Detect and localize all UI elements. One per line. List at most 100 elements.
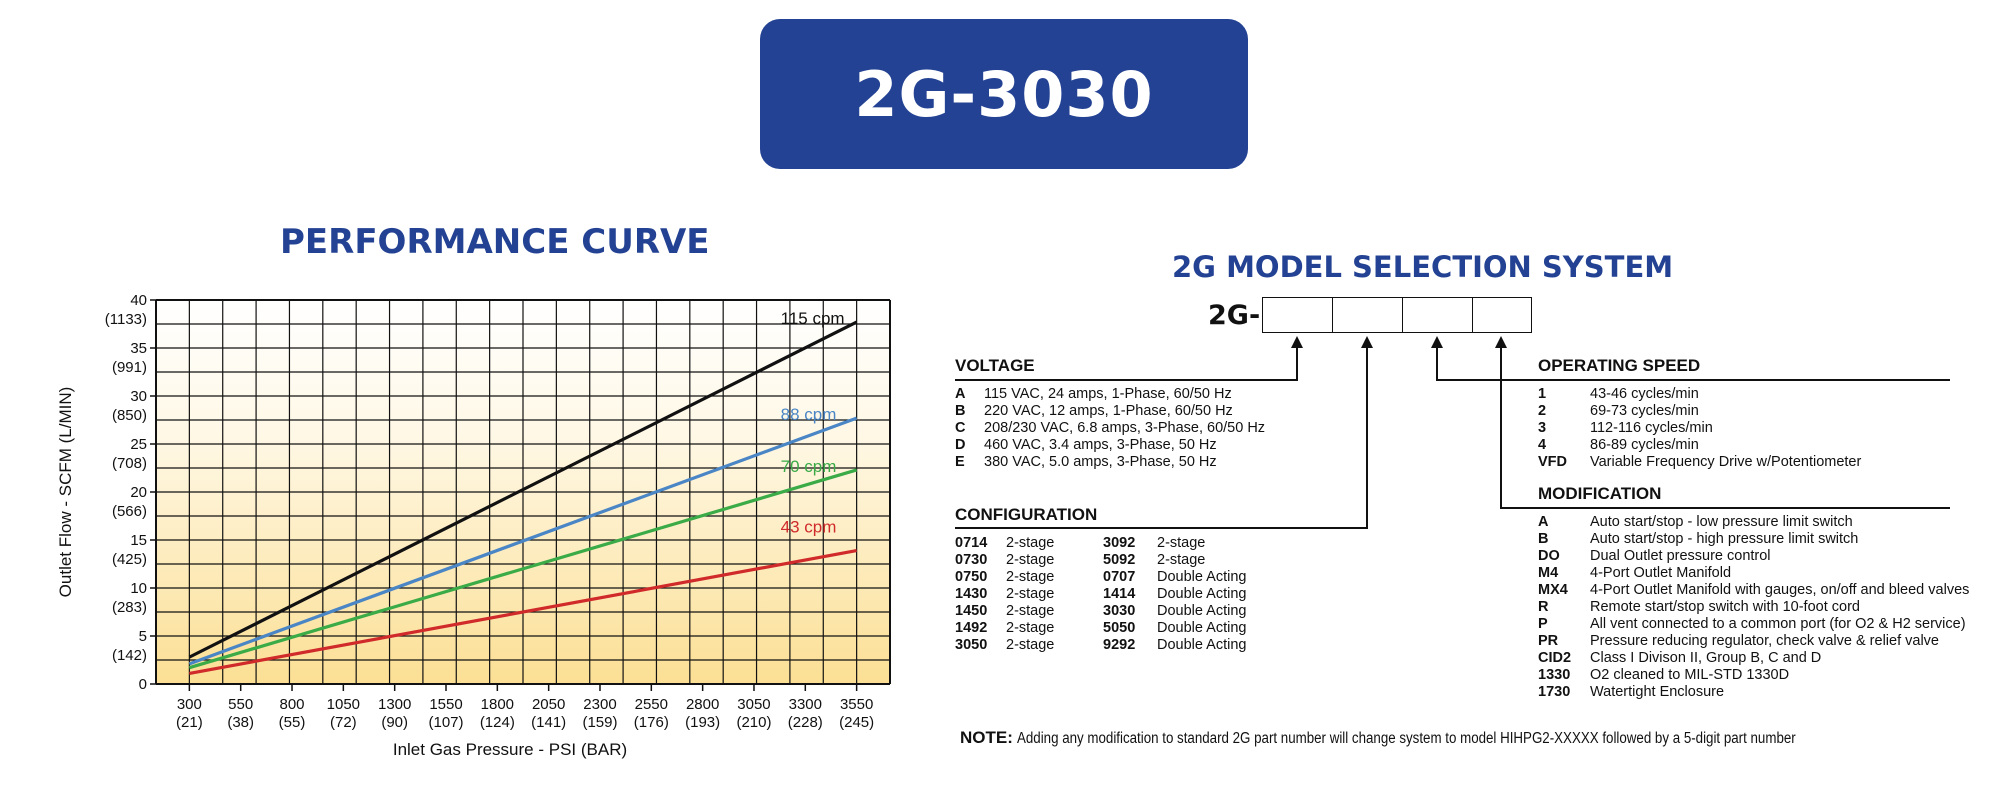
x-tick-sublabel: (141) bbox=[531, 714, 566, 731]
option-code: B bbox=[1538, 531, 1549, 547]
option-code: M4 bbox=[1538, 565, 1559, 581]
series-label: 88 cpm bbox=[781, 405, 837, 424]
list-item: 1430 2-stage 1414 Double Acting bbox=[955, 586, 1246, 603]
x-tick-label: 800 bbox=[280, 696, 305, 713]
option-desc: Variable Frequency Drive w/Potentiometer bbox=[1590, 454, 1862, 470]
option-desc: 43-46 cycles/min bbox=[1590, 386, 1699, 402]
option-code: A bbox=[955, 386, 966, 402]
list-item: 0750 2-stage 0707 Double Acting bbox=[955, 569, 1246, 586]
y-tick-sublabel: (283) bbox=[112, 599, 147, 616]
option-code: 3 bbox=[1538, 420, 1547, 436]
list-item: 0714 2-stage 3092 2-stage bbox=[955, 535, 1246, 552]
x-tick-sublabel: (176) bbox=[634, 714, 669, 731]
y-tick-sublabel: (991) bbox=[112, 359, 147, 376]
option-desc: 2-stage bbox=[1006, 620, 1055, 636]
option-code: 0707 bbox=[1103, 569, 1136, 585]
note-label: NOTE: bbox=[960, 728, 1013, 747]
y-tick-sublabel: (566) bbox=[112, 503, 147, 520]
option-desc: 2-stage bbox=[1006, 586, 1055, 602]
x-tick-label: 550 bbox=[228, 696, 253, 713]
option-code: VFD bbox=[1538, 454, 1567, 470]
x-tick-label: 1550 bbox=[429, 696, 462, 713]
list-item: E 380 VAC, 5.0 amps, 3-Phase, 50 Hz bbox=[955, 454, 1265, 471]
list-item: 1 43-46 cycles/min bbox=[1538, 386, 1861, 403]
option-desc: Class I Divison II, Group B, C and D bbox=[1590, 650, 1822, 666]
x-tick-label: 2800 bbox=[686, 696, 719, 713]
option-code: 1450 bbox=[955, 603, 988, 619]
option-code: 3050 bbox=[955, 637, 988, 653]
list-item: 1492 2-stage 5050 Double Acting bbox=[955, 620, 1246, 637]
list-item: B 220 VAC, 12 amps, 1-Phase, 60/50 Hz bbox=[955, 403, 1265, 420]
option-desc: 2-stage bbox=[1006, 552, 1055, 568]
option-desc: Double Acting bbox=[1157, 620, 1247, 636]
x-tick-sublabel: (21) bbox=[176, 714, 203, 731]
option-code: MX4 bbox=[1538, 582, 1568, 598]
option-code: B bbox=[955, 403, 966, 419]
option-code: E bbox=[955, 454, 965, 470]
list-item: PR Pressure reducing regulator, check val… bbox=[1538, 633, 1969, 650]
series-line bbox=[189, 548, 857, 676]
modification-arrow-icon bbox=[1495, 336, 1507, 348]
list-item: 4 86-89 cycles/min bbox=[1538, 437, 1861, 454]
option-desc: 380 VAC, 5.0 amps, 3-Phase, 50 Hz bbox=[984, 454, 1217, 470]
voltage-list: A 115 VAC, 24 amps, 1-Phase, 60/50 Hz B 22… bbox=[955, 386, 1265, 471]
x-tick-sublabel: (210) bbox=[736, 714, 771, 731]
configuration-list: 0714 2-stage 3092 2-stage 0730 2-stage 5092 2-… bbox=[955, 535, 1246, 654]
option-code: 0714 bbox=[955, 535, 988, 551]
y-tick-sublabel: (425) bbox=[112, 551, 147, 568]
option-desc: Double Acting bbox=[1157, 586, 1247, 602]
option-code: 0730 bbox=[955, 552, 988, 568]
option-code: 1414 bbox=[1103, 586, 1136, 602]
model-code-boxes bbox=[1262, 297, 1532, 333]
option-desc: 2-stage bbox=[1006, 603, 1055, 619]
option-code: 2 bbox=[1538, 403, 1547, 419]
modification-list: A Auto start/stop - low pressure limit sw… bbox=[1538, 514, 1969, 701]
voltage-connector bbox=[1296, 345, 1298, 380]
configuration-connector-h bbox=[955, 527, 1368, 529]
y-tick-label: 30 bbox=[130, 388, 147, 405]
speed-connector bbox=[1436, 345, 1438, 380]
option-code: 4 bbox=[1538, 437, 1547, 453]
speed-box bbox=[1402, 297, 1472, 333]
option-code: 5092 bbox=[1103, 552, 1136, 568]
list-item: VFD Variable Frequency Drive w/Potentiome… bbox=[1538, 454, 1861, 471]
option-desc: Auto start/stop - high pressure limit sw… bbox=[1590, 531, 1859, 547]
list-item: 0730 2-stage 5092 2-stage bbox=[955, 552, 1246, 569]
configuration-box bbox=[1332, 297, 1402, 333]
y-tick-sublabel: (708) bbox=[112, 455, 147, 472]
y-tick-label: 40 bbox=[130, 292, 147, 309]
option-code: DO bbox=[1538, 548, 1560, 564]
list-item: B Auto start/stop - high pressure limit s… bbox=[1538, 531, 1969, 548]
option-desc: 86-89 cycles/min bbox=[1590, 437, 1699, 453]
x-axis-label: Inlet Gas Pressure - PSI (BAR) bbox=[393, 740, 627, 759]
list-item: CID2 Class I Divison II, Group B, C and D bbox=[1538, 650, 1969, 667]
x-tick-label: 300 bbox=[177, 696, 202, 713]
option-code: 1 bbox=[1538, 386, 1547, 402]
option-code: 1430 bbox=[955, 586, 988, 602]
x-tick-sublabel: (159) bbox=[582, 714, 617, 731]
option-desc: Double Acting bbox=[1157, 637, 1247, 653]
option-desc: 2-stage bbox=[1157, 535, 1206, 551]
list-item: DO Dual Outlet pressure control bbox=[1538, 548, 1969, 565]
voltage-connector-h bbox=[955, 379, 1298, 381]
x-tick-sublabel: (124) bbox=[480, 714, 515, 731]
series-label: 43 cpm bbox=[781, 517, 837, 536]
list-item: 3 112-116 cycles/min bbox=[1538, 420, 1861, 437]
series-line bbox=[188, 416, 858, 666]
y-tick-sublabel: (1133) bbox=[105, 311, 147, 328]
performance-title: PERFORMANCE CURVE bbox=[280, 222, 710, 262]
speed-heading: OPERATING SPEED bbox=[1538, 356, 1701, 375]
list-item: 1450 2-stage 3030 Double Acting bbox=[955, 603, 1246, 620]
series-line bbox=[188, 468, 858, 670]
option-code: P bbox=[1538, 616, 1548, 632]
option-code: 9292 bbox=[1103, 637, 1136, 653]
note: NOTE: Adding any modification to standar… bbox=[960, 728, 1923, 748]
option-code: 3092 bbox=[1103, 535, 1136, 551]
y-tick-sublabel: (142) bbox=[112, 647, 147, 664]
series-label: 70 cpm bbox=[781, 457, 837, 476]
x-tick-label: 2050 bbox=[532, 696, 565, 713]
option-desc: All vent connected to a common port (for… bbox=[1590, 616, 1966, 632]
list-item: R Remote start/stop switch with 10-foot c… bbox=[1538, 599, 1969, 616]
x-tick-sublabel: (245) bbox=[839, 714, 874, 731]
x-tick-label: 1300 bbox=[378, 696, 411, 713]
